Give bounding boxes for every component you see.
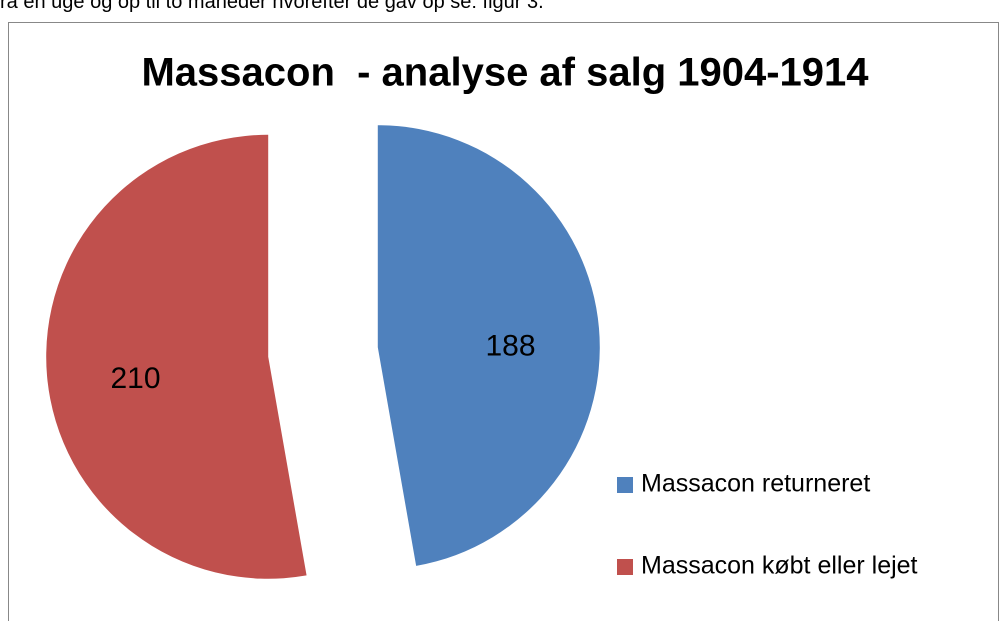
legend-swatch bbox=[617, 477, 633, 493]
legend-label: Massacon købt eller lejet bbox=[641, 552, 918, 580]
legend-label: Massacon returneret bbox=[641, 470, 870, 498]
pie-slice bbox=[46, 134, 307, 579]
pie-slice bbox=[377, 125, 600, 566]
data-label: 210 bbox=[110, 362, 160, 395]
legend-swatch bbox=[617, 559, 633, 575]
chart-title: Massacon - analyse af salg 1904-1914 bbox=[141, 51, 869, 95]
data-label: 188 bbox=[485, 330, 535, 363]
body-text: ra en uge og op til to måneder hvorefter… bbox=[0, 0, 544, 13]
